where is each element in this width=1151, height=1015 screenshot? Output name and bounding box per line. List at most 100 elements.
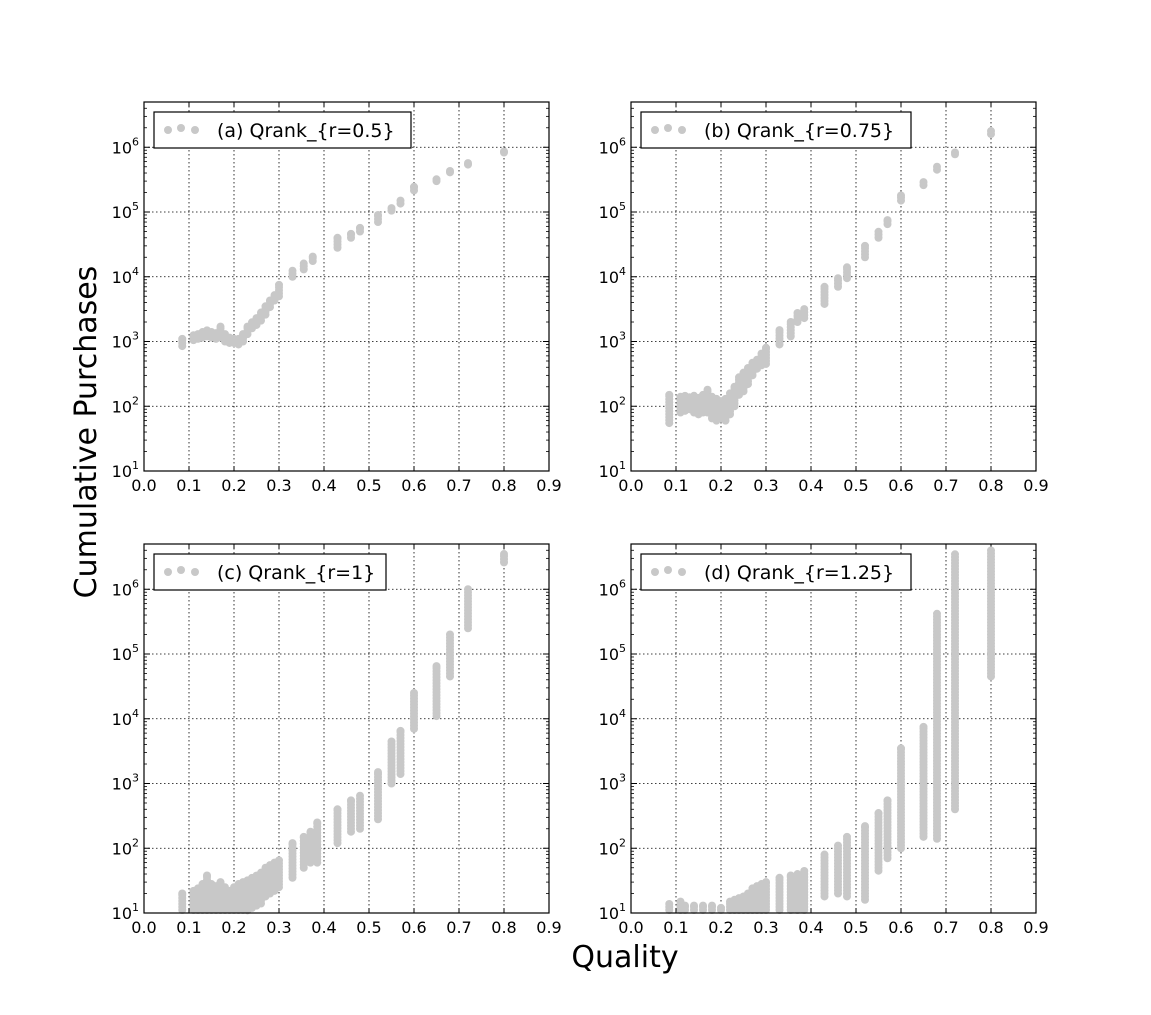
data-point xyxy=(933,609,941,618)
legend-marker xyxy=(678,568,686,576)
data-point xyxy=(308,252,317,261)
plot-frame xyxy=(630,101,1037,472)
data-point xyxy=(347,796,355,805)
data-point xyxy=(690,901,698,910)
data-point xyxy=(834,841,842,850)
x-tick-label: 0.6 xyxy=(888,918,913,937)
y-tick-label: 101 xyxy=(112,901,139,923)
y-tick-label: 102 xyxy=(112,394,139,416)
legend-marker xyxy=(177,124,185,132)
y-tick-label: 103 xyxy=(112,772,139,794)
x-tick-label: 0.9 xyxy=(536,918,561,937)
y-tick-label: 106 xyxy=(599,577,626,599)
data-point xyxy=(396,726,405,735)
legend-marker xyxy=(191,126,199,134)
x-tick-label: 0.9 xyxy=(536,476,561,495)
data-point xyxy=(410,688,418,697)
data-point xyxy=(762,878,770,887)
legend-label: (c) Qrank_{r=1} xyxy=(217,562,375,584)
data-point xyxy=(717,903,725,912)
data-point xyxy=(356,223,364,232)
y-tick-label: 103 xyxy=(599,330,626,352)
x-tick-label: 0.5 xyxy=(356,476,381,495)
x-tick-label: 0.5 xyxy=(843,918,868,937)
y-tick-label: 102 xyxy=(112,836,139,858)
x-tick-label: 0.7 xyxy=(446,476,471,495)
data-point xyxy=(800,305,809,314)
x-tick-label: 0.5 xyxy=(843,476,868,495)
x-tick-label: 0.8 xyxy=(491,476,516,495)
y-tick-label: 106 xyxy=(599,135,626,157)
data-point xyxy=(762,343,770,352)
data-point xyxy=(699,901,707,910)
plot-frame xyxy=(143,543,550,914)
data-point xyxy=(275,280,283,289)
legend-marker xyxy=(164,568,172,576)
x-tick-label: 0.4 xyxy=(798,476,823,495)
y-tick-label: 104 xyxy=(599,707,626,729)
data-point xyxy=(299,832,308,841)
data-point xyxy=(216,322,225,331)
data-point xyxy=(897,191,905,200)
x-tick-label: 0.8 xyxy=(978,918,1003,937)
x-tick-label: 0.4 xyxy=(311,918,336,937)
data-point xyxy=(299,259,308,268)
data-point xyxy=(951,148,959,157)
y-tick-label: 102 xyxy=(599,836,626,858)
data-point xyxy=(987,546,995,555)
data-point xyxy=(446,166,454,175)
panel-c: 0.0 0.1 0.2 0.3 0.4 0.5 0.6 0.7 0.8 0.9 101 102 103 1… xyxy=(112,543,562,937)
plot-area xyxy=(144,544,549,913)
y-tick-label: 104 xyxy=(112,707,139,729)
panel-d: 0.0 0.1 0.2 0.3 0.4 0.5 0.6 0.7 0.8 0.9 101 102 103 1… xyxy=(599,543,1049,937)
data-point xyxy=(275,856,283,865)
x-tick-label: 0.4 xyxy=(311,476,336,495)
data-point xyxy=(288,839,297,848)
data-point xyxy=(347,229,355,238)
data-point xyxy=(446,630,454,639)
data-point xyxy=(333,233,342,242)
data-point xyxy=(387,204,396,213)
y-tick-label: 101 xyxy=(112,459,139,481)
y-tick-label: 105 xyxy=(599,200,626,222)
y-tick-label: 104 xyxy=(599,265,626,287)
x-tick-label: 0.6 xyxy=(401,918,426,937)
data-point xyxy=(464,585,472,594)
data-point xyxy=(178,334,187,343)
y-tick-label: 105 xyxy=(112,642,139,664)
legend-label: (d) Qrank_{r=1.25} xyxy=(704,562,894,584)
plot-area xyxy=(631,544,1036,913)
data-point xyxy=(793,309,802,318)
x-tick-label: 0.3 xyxy=(266,476,291,495)
data-point xyxy=(703,385,712,394)
y-axis-label: Cumulative Purchases xyxy=(69,266,104,599)
x-tick-label: 0.2 xyxy=(708,476,733,495)
y-tick-label: 104 xyxy=(112,265,139,287)
data-point xyxy=(883,216,892,225)
data-point xyxy=(951,550,959,559)
x-tick-label: 0.9 xyxy=(1023,476,1048,495)
data-point xyxy=(464,159,472,168)
data-point xyxy=(786,871,795,880)
data-point xyxy=(387,737,396,746)
y-tick-label: 101 xyxy=(599,901,626,923)
data-point xyxy=(356,791,364,800)
x-tick-label: 0.1 xyxy=(663,476,688,495)
data-point xyxy=(178,889,187,898)
x-tick-label: 0.1 xyxy=(176,918,201,937)
x-tick-label: 0.6 xyxy=(401,476,426,495)
plot-frame xyxy=(143,101,550,472)
legend-label: (a) Qrank_{r=0.5} xyxy=(217,120,395,142)
x-tick-label: 0.9 xyxy=(1023,918,1048,937)
plot-frame xyxy=(630,543,1037,914)
panel-a: 0.0 0.1 0.2 0.3 0.4 0.5 0.6 0.7 0.8 0.9 101 102 103 1… xyxy=(112,101,562,495)
data-point xyxy=(834,274,842,283)
y-tick-label: 106 xyxy=(112,135,139,157)
data-point xyxy=(313,818,322,827)
data-point xyxy=(843,263,851,272)
legend-marker xyxy=(191,568,199,576)
x-tick-label: 0.7 xyxy=(933,476,958,495)
x-tick-label: 0.3 xyxy=(753,918,778,937)
x-axis-label: Quality xyxy=(571,940,678,975)
data-point xyxy=(432,662,441,671)
